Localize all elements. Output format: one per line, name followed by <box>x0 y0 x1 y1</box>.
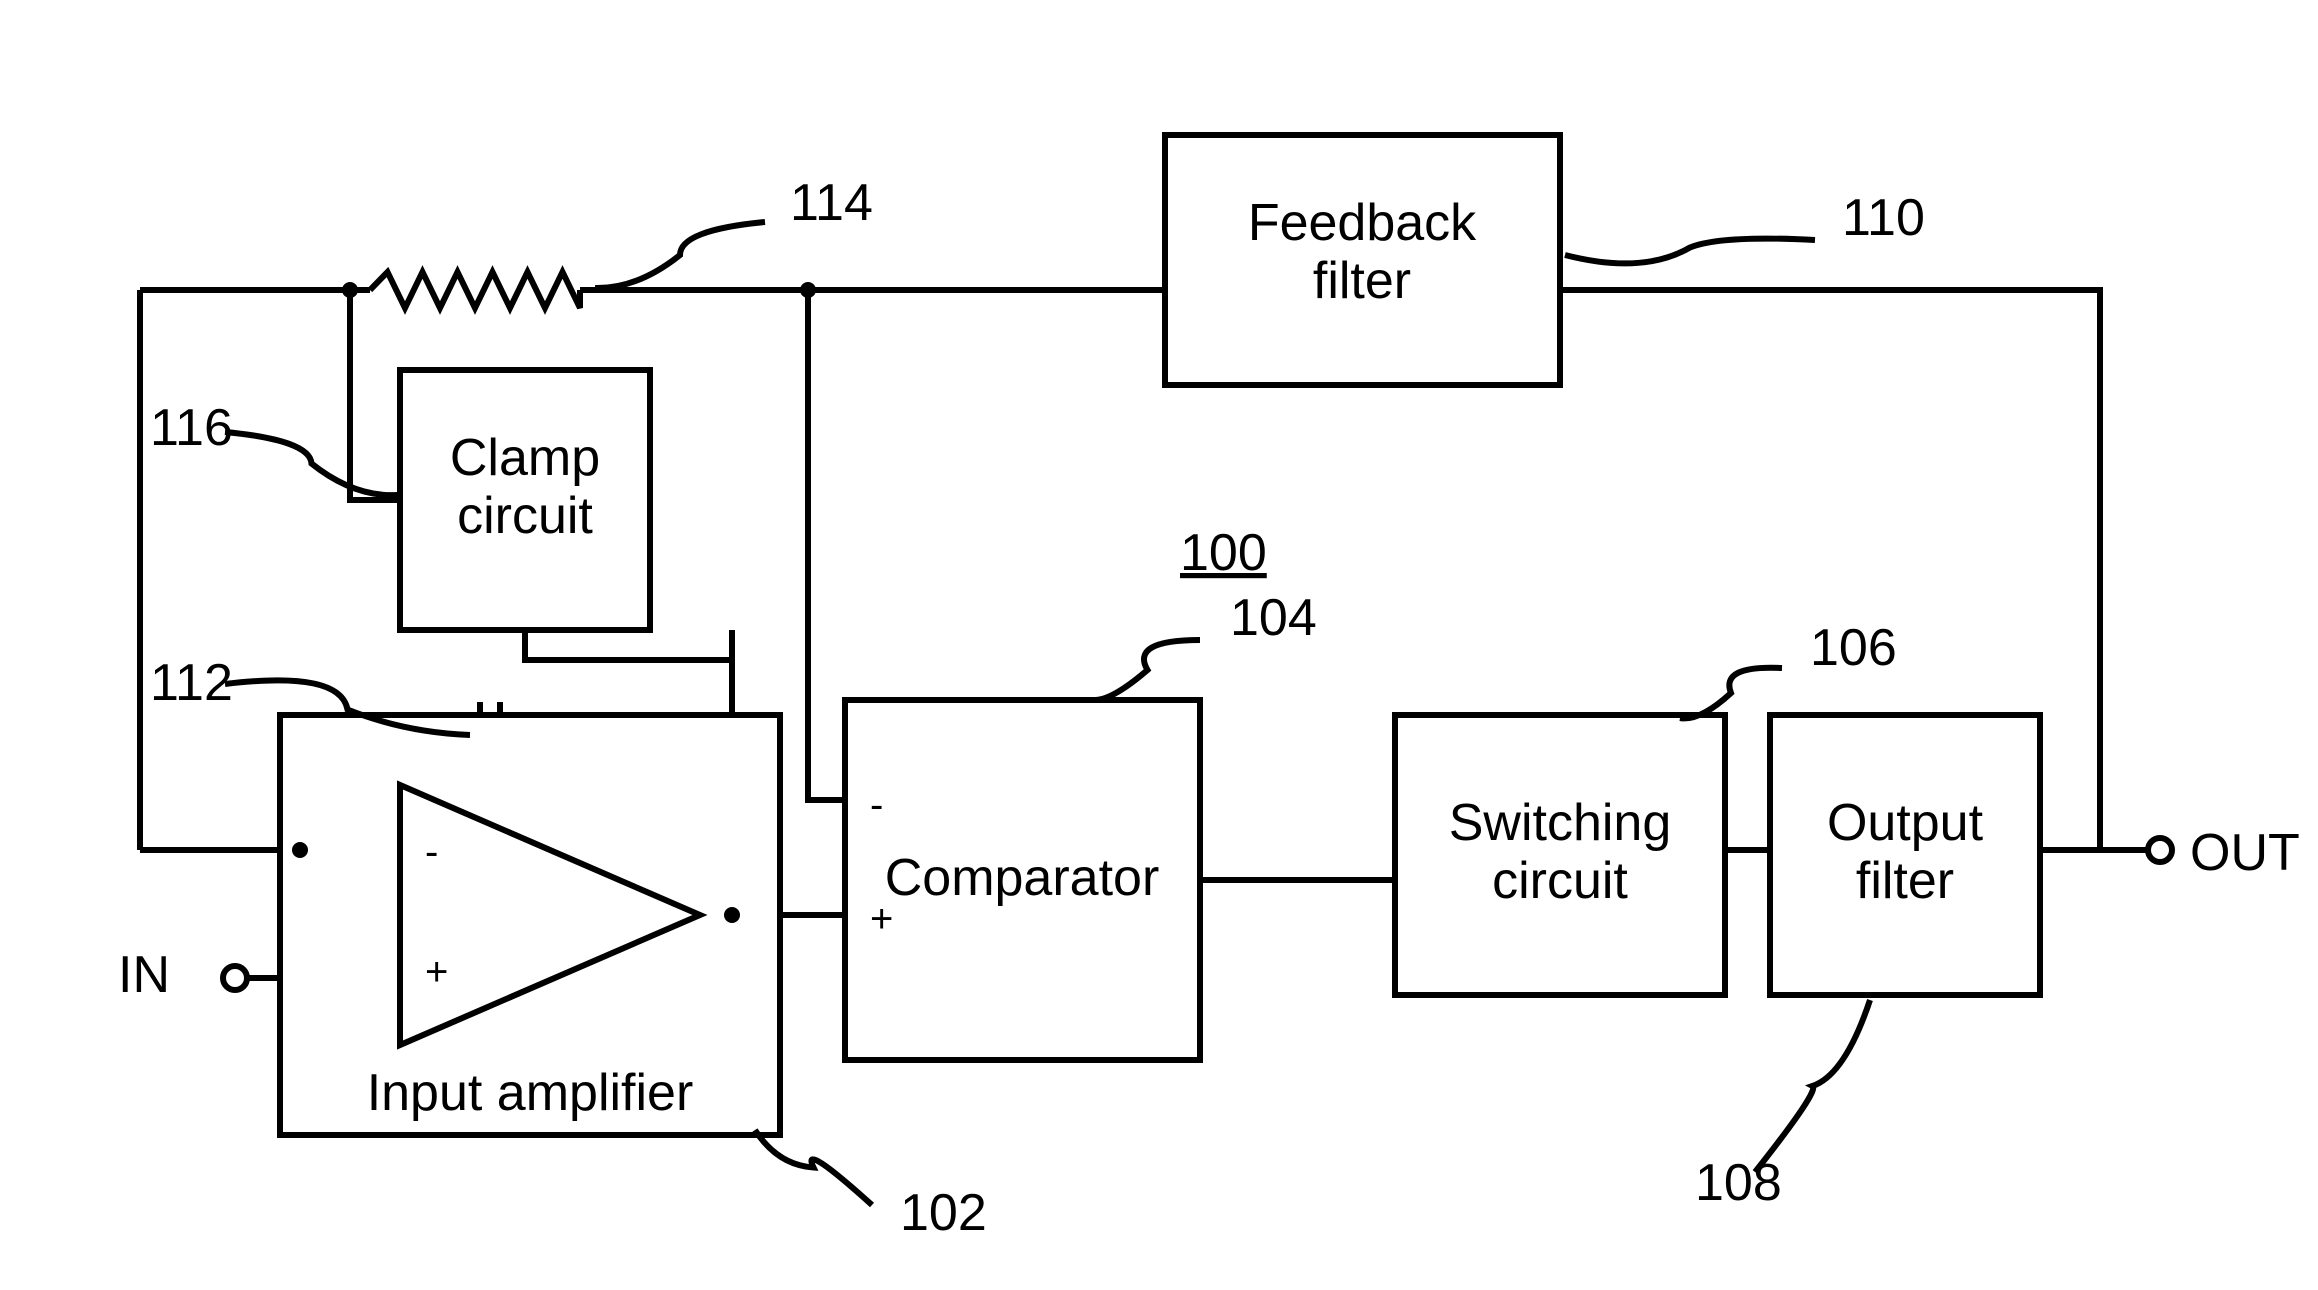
switching-circuit-box-label: circuit <box>1492 852 1628 910</box>
junction-dot <box>292 842 308 858</box>
feedback-filter-box-label: filter <box>1313 252 1411 310</box>
resistor-icon <box>370 272 580 308</box>
ref-callout-108 <box>1755 1000 1870 1172</box>
ref-callout-110 <box>1565 239 1815 264</box>
ref-callout-116 <box>225 432 398 495</box>
wire-clamp-down-stub <box>525 630 732 660</box>
ref-label-100: 100 <box>1180 524 1267 582</box>
wire-feedback-tap-to-comp-minus <box>808 290 845 800</box>
wire-clamp-left-to-feedback-line <box>350 290 400 500</box>
ref-label-116: 116 <box>150 399 233 457</box>
clamp-circuit-box-label: Clamp <box>450 429 600 487</box>
in-port-label: IN <box>118 946 170 1004</box>
ref-label-114: 114 <box>790 174 873 232</box>
output-filter-box-label: Output <box>1827 794 1984 852</box>
junction-dot <box>724 907 740 923</box>
input-amplifier-label: Input amplifier <box>367 1064 694 1122</box>
ref-label-110: 110 <box>1842 189 1925 247</box>
clamp-circuit-box-label: circuit <box>457 487 593 545</box>
in-port-terminal <box>223 966 247 990</box>
junction-dot <box>800 282 816 298</box>
out-port-terminal <box>2148 838 2172 862</box>
junction-dot <box>342 282 358 298</box>
comparator-minus-label: - <box>870 783 883 827</box>
amp-minus-label: - <box>425 830 438 874</box>
feedback-filter-box-label: Feedback <box>1248 194 1477 252</box>
comparator-box-label: Comparator <box>885 849 1160 907</box>
comparator-plus-label: + <box>870 897 893 941</box>
output-filter-box-label: filter <box>1856 852 1954 910</box>
ref-callout-102 <box>755 1130 872 1205</box>
out-port-label: OUT <box>2190 824 2300 882</box>
ref-label-102: 102 <box>900 1184 987 1242</box>
ref-callout-106 <box>1680 668 1782 719</box>
ref-callout-104 <box>1095 640 1200 700</box>
ref-label-106: 106 <box>1810 619 1897 677</box>
amp-plus-label: + <box>425 950 448 994</box>
ref-label-104: 104 <box>1230 589 1317 647</box>
switching-circuit-box-label: Switching <box>1449 794 1672 852</box>
ref-label-112: 112 <box>150 654 233 712</box>
ref-callout-114 <box>595 222 765 288</box>
ref-label-108: 108 <box>1695 1154 1782 1212</box>
